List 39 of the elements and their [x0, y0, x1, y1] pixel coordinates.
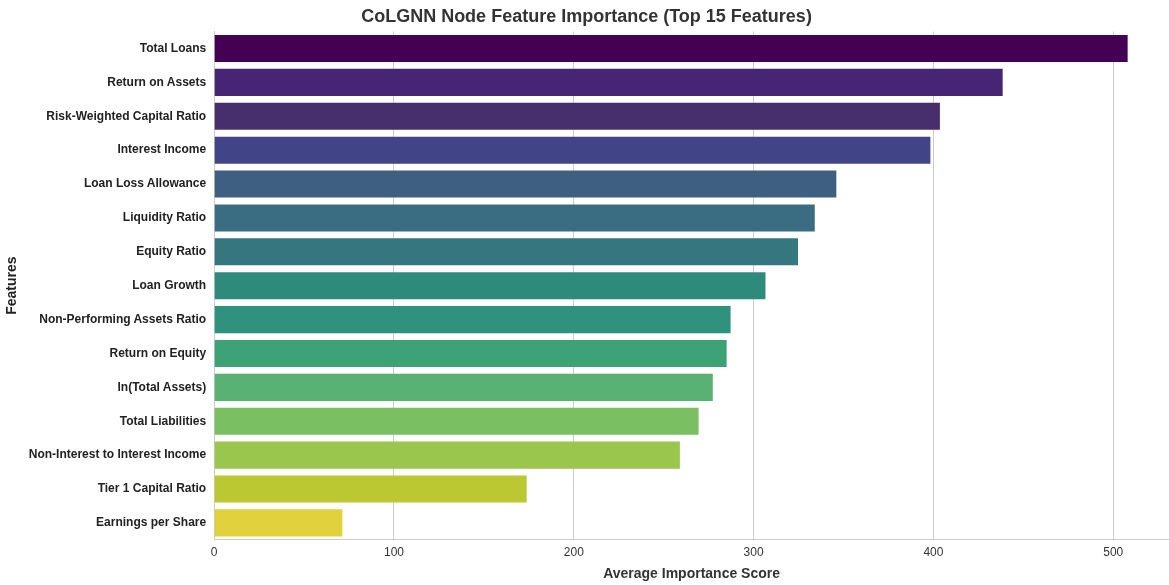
bar — [214, 441, 680, 469]
chart-title: CoLGNN Node Feature Importance (Top 15 Features) — [361, 5, 812, 26]
bar — [214, 407, 699, 435]
bar — [214, 339, 727, 368]
x-tick-label: 400 — [923, 545, 944, 560]
y-tick-label: Equity Ratio — [136, 244, 207, 259]
y-tick-label: Earnings per Share — [96, 515, 207, 530]
y-tick-label: Interest Income — [117, 142, 207, 157]
y-tick-label: Non-Performing Assets Ratio — [39, 311, 207, 326]
x-tick-label: 200 — [563, 545, 585, 560]
x-tick-label: 0 — [210, 545, 218, 560]
x-axis-title: Average Importance Score — [603, 565, 781, 582]
y-tick-label: Return on Equity — [109, 345, 207, 360]
y-tick-label: Loan Loss Allowance — [83, 176, 207, 191]
x-tick-label: 300 — [743, 545, 764, 560]
bar — [214, 170, 837, 198]
bar — [214, 204, 815, 232]
x-tick-label: 100 — [383, 545, 405, 560]
x-tick-label: 500 — [1103, 545, 1124, 560]
bar — [214, 272, 766, 300]
bar — [214, 68, 1003, 96]
y-tick-label: Liquidity Ratio — [122, 210, 207, 225]
y-tick-label: Total Loans — [139, 40, 207, 55]
y-tick-label: Loan Growth — [132, 278, 207, 293]
bar — [214, 373, 713, 401]
y-tick-label: Return on Assets — [107, 74, 207, 89]
y-axis-title: Features — [3, 256, 20, 315]
bar — [214, 306, 731, 334]
bar — [214, 102, 940, 130]
y-tick-label: ln(Total Assets) — [117, 379, 207, 394]
y-tick-label: Non-Interest to Interest Income — [28, 447, 207, 462]
y-tick-label: Risk-Weighted Capital Ratio — [46, 108, 207, 123]
bar — [214, 475, 527, 503]
y-tick-label: Tier 1 Capital Ratio — [97, 481, 207, 496]
bar — [214, 34, 1128, 63]
y-tick-label: Total Liabilities — [119, 413, 207, 428]
bar — [214, 136, 931, 164]
bar — [214, 238, 799, 266]
bar — [214, 509, 343, 537]
